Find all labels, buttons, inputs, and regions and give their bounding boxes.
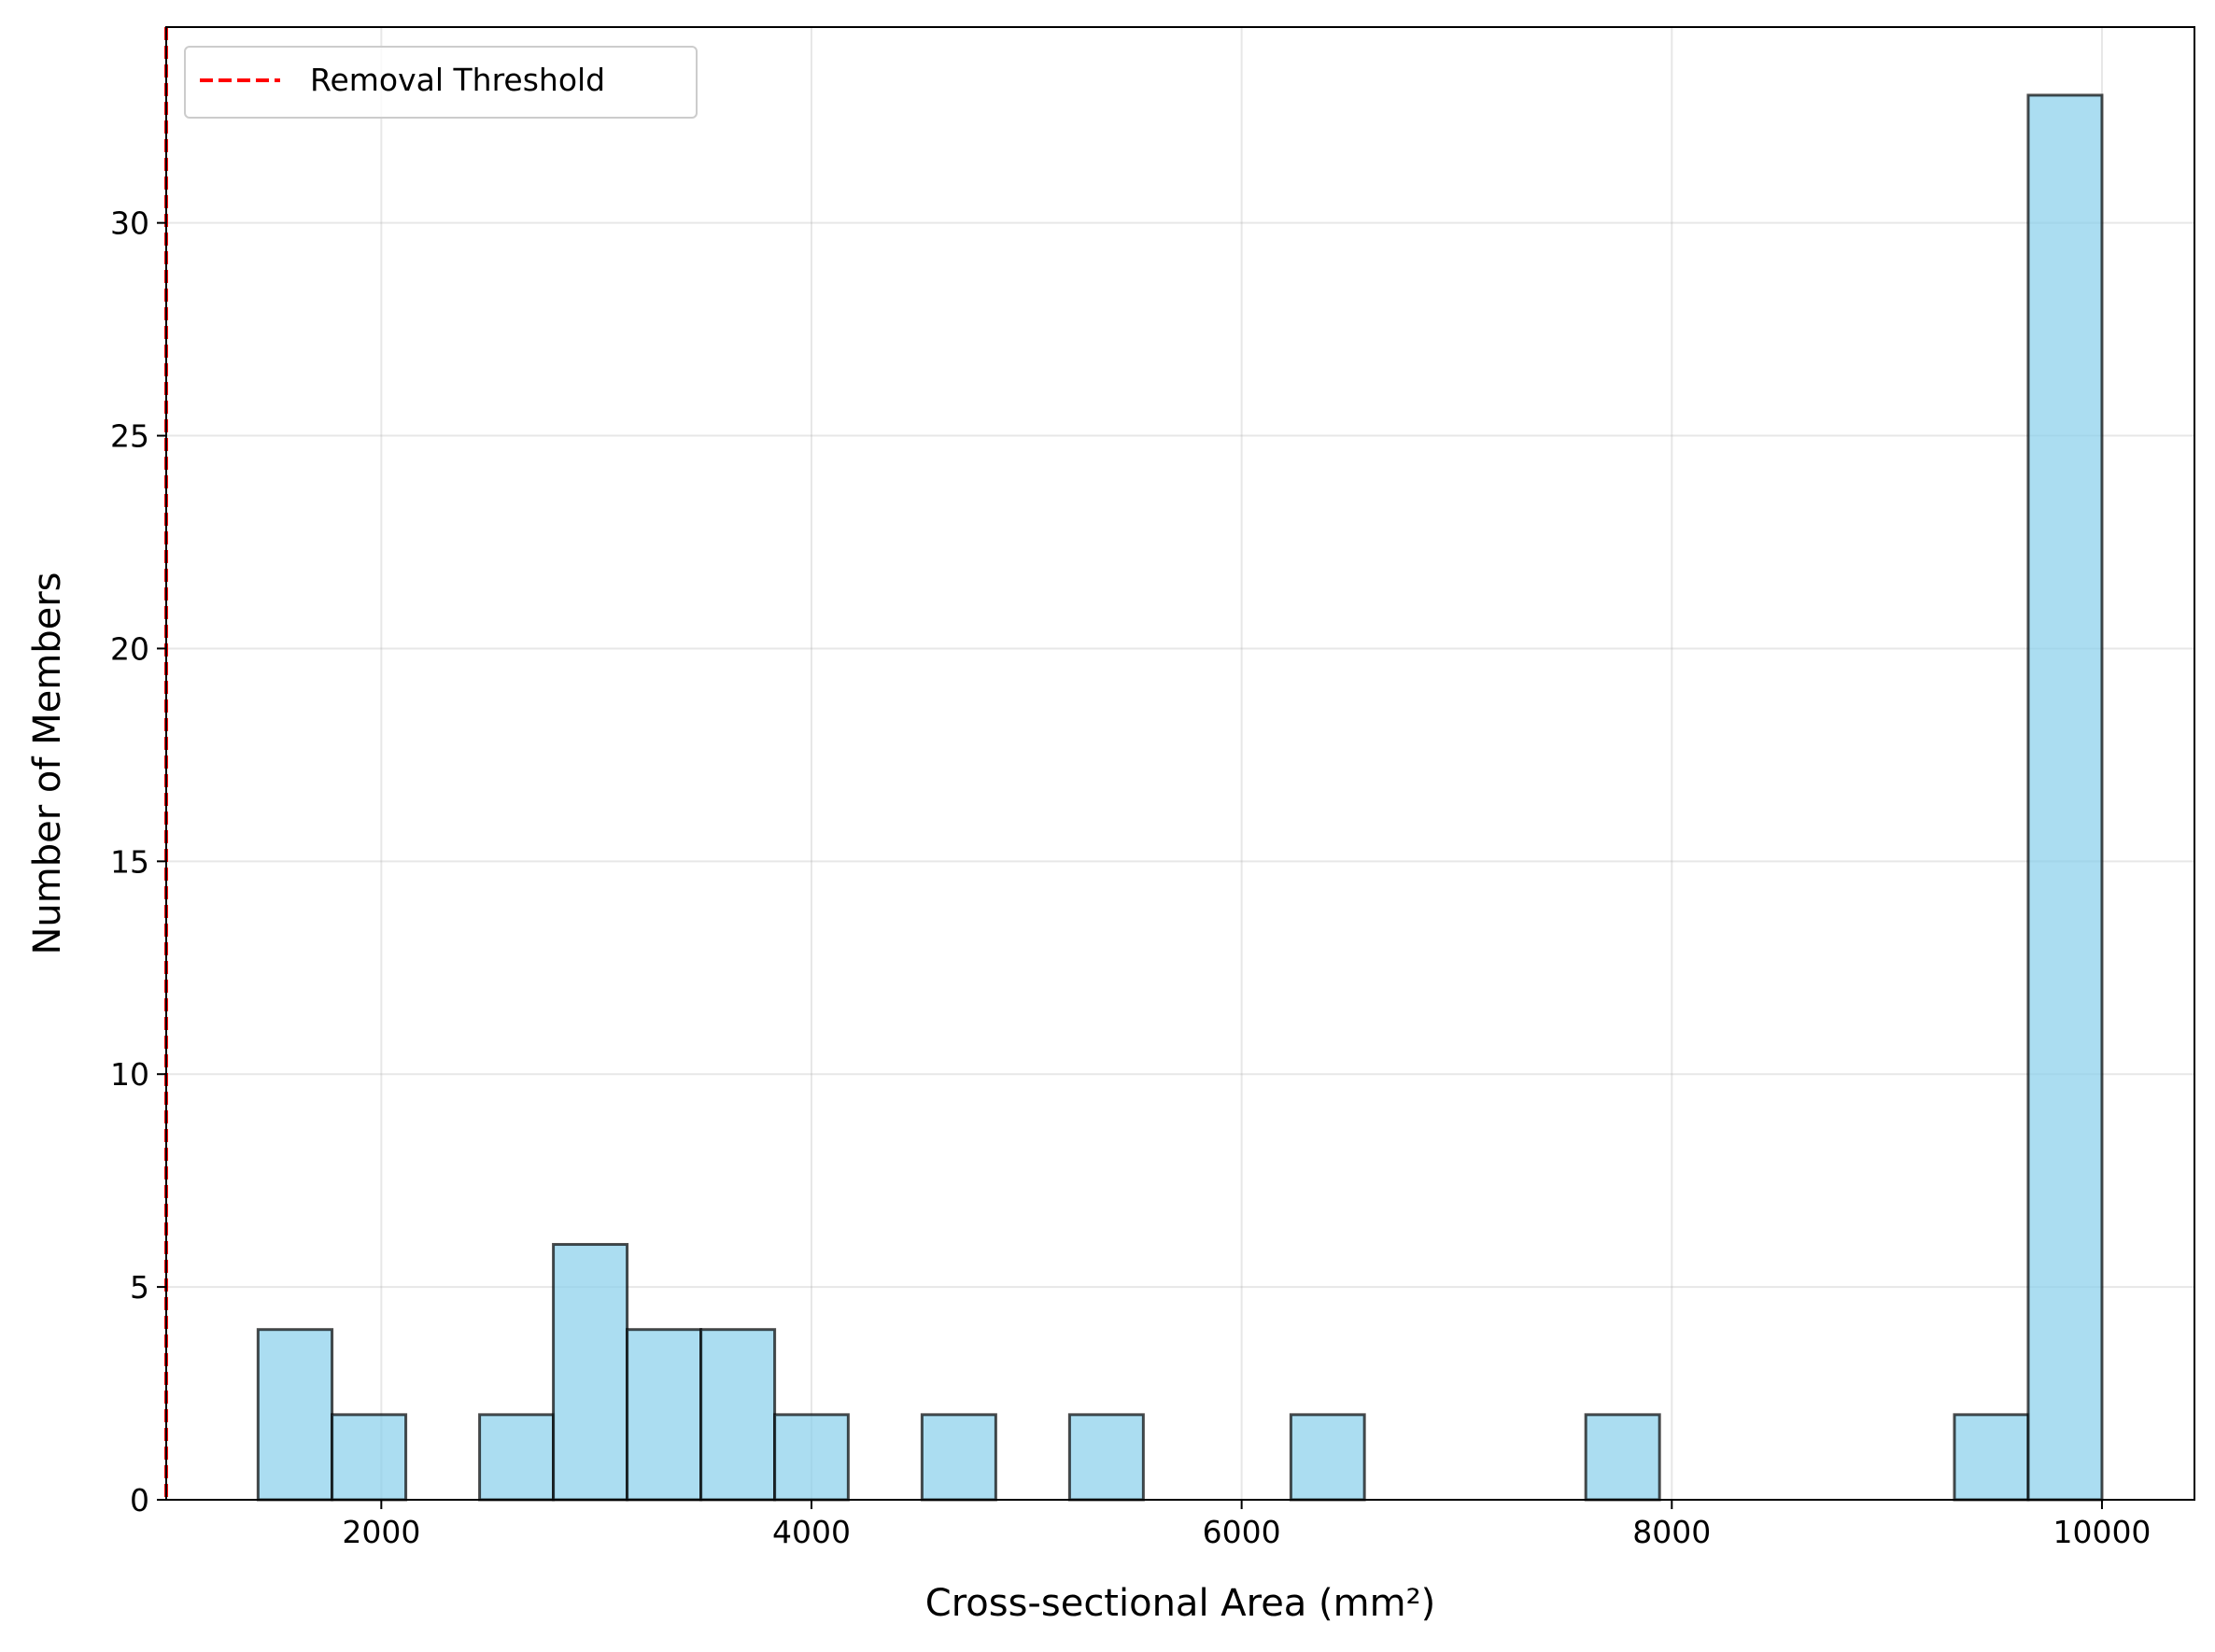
- x-tick-label: 4000: [772, 1514, 851, 1550]
- legend-label-threshold: Removal Threshold: [310, 62, 605, 98]
- histogram-bar: [920, 1413, 997, 1502]
- y-axis-label: Number of Members: [26, 572, 69, 954]
- histogram-bar: [1289, 1413, 1366, 1502]
- x-tick-label: 8000: [1632, 1514, 1711, 1550]
- histogram-bar: [626, 1328, 703, 1502]
- x-tick-label: 10000: [2053, 1514, 2151, 1550]
- y-tick-label: 20: [110, 630, 149, 667]
- y-tick-label: 0: [130, 1482, 149, 1518]
- y-tick-label: 25: [110, 418, 149, 455]
- x-tick-label: 2000: [342, 1514, 420, 1550]
- histogram-bar: [552, 1243, 629, 1502]
- histogram-bar: [1953, 1413, 2030, 1502]
- histogram-bar: [1584, 1413, 1661, 1502]
- histogram-bar: [773, 1413, 850, 1502]
- y-tick-label: 15: [110, 843, 149, 880]
- x-axis-label: Cross-sectional Area (mm²): [925, 1582, 1435, 1625]
- histogram-bar: [2026, 93, 2104, 1502]
- grid-lines: [166, 27, 2194, 1501]
- histogram-bar: [478, 1413, 556, 1502]
- histogram-bars: [256, 93, 2104, 1502]
- histogram-bar: [1067, 1413, 1145, 1502]
- y-tick-label: 10: [110, 1056, 149, 1093]
- histogram-bar: [331, 1413, 408, 1502]
- x-axis-ticks: 2000 4000 6000 8000 10000: [342, 1500, 2151, 1550]
- axes-frame: [165, 26, 2195, 1501]
- y-axis-ticks: 0 5 10 15 20 25 30: [110, 205, 166, 1518]
- histogram-bar: [699, 1328, 777, 1502]
- legend-box: [184, 46, 698, 119]
- y-tick-label: 30: [110, 205, 149, 242]
- legend: Removal Threshold: [184, 46, 698, 119]
- histogram-bar: [256, 1328, 334, 1502]
- y-tick-label: 5: [130, 1269, 149, 1306]
- x-tick-label: 6000: [1203, 1514, 1281, 1550]
